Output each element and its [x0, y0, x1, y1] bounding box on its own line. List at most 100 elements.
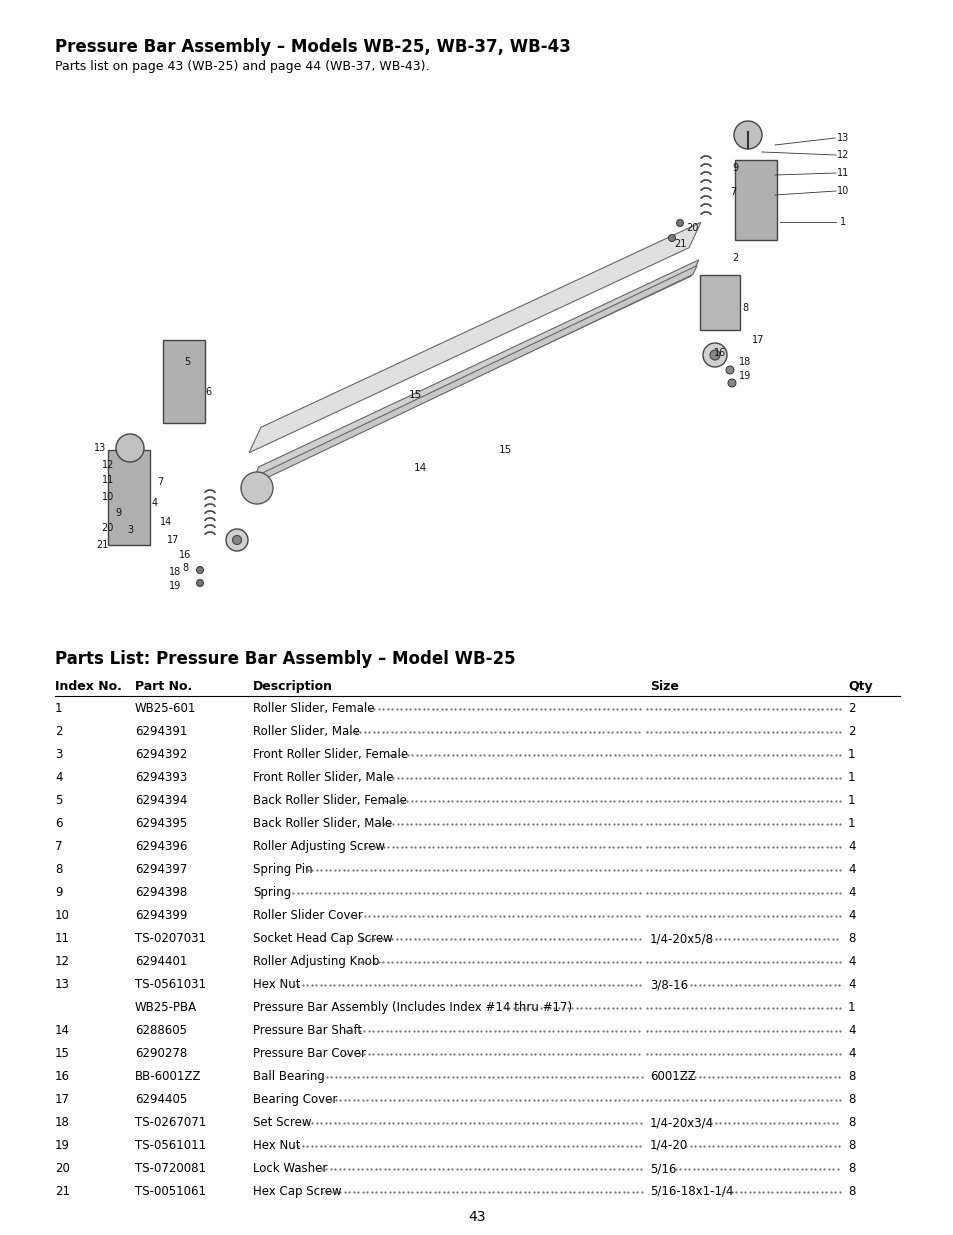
Text: 19: 19 [55, 1139, 70, 1152]
Text: 3: 3 [127, 525, 132, 535]
Text: Qty: Qty [847, 680, 872, 693]
Text: 1: 1 [839, 217, 845, 227]
Text: 1: 1 [847, 771, 855, 784]
Text: Back Roller Slider, Female: Back Roller Slider, Female [253, 794, 406, 806]
Text: 18: 18 [739, 357, 750, 367]
Text: 3/8-16: 3/8-16 [649, 978, 687, 990]
Text: Roller Slider, Female: Roller Slider, Female [253, 701, 375, 715]
Circle shape [241, 472, 273, 504]
Circle shape [709, 350, 720, 359]
Text: 4: 4 [847, 840, 855, 853]
Text: 20: 20 [685, 224, 698, 233]
Polygon shape [251, 259, 699, 483]
Text: 4: 4 [152, 498, 158, 508]
Text: Pressure Bar Cover: Pressure Bar Cover [253, 1047, 366, 1060]
Text: 12: 12 [102, 459, 114, 471]
Text: 16: 16 [55, 1070, 70, 1083]
Text: 8: 8 [847, 1070, 855, 1083]
Polygon shape [163, 340, 205, 424]
Text: Front Roller Slider, Male: Front Roller Slider, Male [253, 771, 393, 784]
Text: 6288605: 6288605 [135, 1024, 187, 1037]
Polygon shape [734, 161, 776, 240]
Circle shape [116, 433, 144, 462]
Text: 1: 1 [847, 748, 855, 761]
Text: 1: 1 [847, 1002, 855, 1014]
Text: Description: Description [253, 680, 333, 693]
Text: Spring Pin: Spring Pin [253, 863, 313, 876]
Circle shape [733, 121, 761, 149]
Text: 13: 13 [55, 978, 70, 990]
Text: 10: 10 [55, 909, 70, 923]
Text: 4: 4 [847, 1024, 855, 1037]
Circle shape [702, 343, 726, 367]
Text: 15: 15 [497, 445, 511, 454]
Text: 17: 17 [751, 335, 763, 345]
Text: 15: 15 [55, 1047, 70, 1060]
Text: 8: 8 [847, 1162, 855, 1174]
Text: Lock Washer: Lock Washer [253, 1162, 327, 1174]
Text: 8: 8 [55, 863, 62, 876]
Text: 21: 21 [673, 240, 685, 249]
Text: 8: 8 [847, 932, 855, 945]
Text: 5/16-18x1-1/4: 5/16-18x1-1/4 [649, 1186, 733, 1198]
Text: 10: 10 [102, 492, 114, 501]
Text: 6294397: 6294397 [135, 863, 187, 876]
Text: TS-0720081: TS-0720081 [135, 1162, 206, 1174]
Text: 1: 1 [847, 794, 855, 806]
Text: Back Roller Slider, Male: Back Roller Slider, Male [253, 818, 392, 830]
Text: 19: 19 [169, 580, 181, 592]
Text: Spring: Spring [253, 885, 291, 899]
Text: 18: 18 [55, 1116, 70, 1129]
Text: 6294391: 6294391 [135, 725, 187, 739]
Text: 6294395: 6294395 [135, 818, 187, 830]
Text: 20: 20 [55, 1162, 70, 1174]
Circle shape [727, 379, 735, 387]
Text: 14: 14 [413, 463, 426, 473]
Text: Parts list on page 43 (WB-25) and page 44 (WB-37, WB-43).: Parts list on page 43 (WB-25) and page 4… [55, 61, 429, 73]
Text: 12: 12 [55, 955, 70, 968]
Polygon shape [253, 266, 697, 484]
Text: 19: 19 [739, 370, 750, 382]
Text: 2: 2 [55, 725, 63, 739]
Text: Index No.: Index No. [55, 680, 122, 693]
Text: TS-0207031: TS-0207031 [135, 932, 206, 945]
Text: 17: 17 [167, 535, 179, 545]
Text: 43: 43 [468, 1210, 485, 1224]
Text: 2: 2 [847, 701, 855, 715]
Text: Roller Slider, Male: Roller Slider, Male [253, 725, 359, 739]
Circle shape [196, 567, 203, 573]
Text: 5: 5 [184, 357, 190, 367]
Text: 6294399: 6294399 [135, 909, 187, 923]
Polygon shape [700, 275, 740, 330]
Text: Roller Slider Cover: Roller Slider Cover [253, 909, 362, 923]
Text: Ball Bearing: Ball Bearing [253, 1070, 325, 1083]
Text: 16: 16 [713, 348, 725, 358]
Text: 11: 11 [102, 475, 114, 485]
Text: 18: 18 [169, 567, 181, 577]
Text: Roller Adjusting Screw: Roller Adjusting Screw [253, 840, 385, 853]
Text: 6294401: 6294401 [135, 955, 187, 968]
Text: 1/4-20x5/8: 1/4-20x5/8 [649, 932, 713, 945]
Text: 5/16: 5/16 [649, 1162, 676, 1174]
Text: 1: 1 [847, 818, 855, 830]
Text: 9: 9 [55, 885, 63, 899]
Text: 8: 8 [182, 563, 188, 573]
Text: WB25-PBA: WB25-PBA [135, 1002, 197, 1014]
Text: Pressure Bar Assembly (Includes Index #14 thru #17): Pressure Bar Assembly (Includes Index #1… [253, 1002, 572, 1014]
Text: 10: 10 [836, 186, 848, 196]
Text: 4: 4 [55, 771, 63, 784]
Text: 8: 8 [847, 1093, 855, 1107]
Text: Pressure Bar Shaft: Pressure Bar Shaft [253, 1024, 362, 1037]
Text: 6294405: 6294405 [135, 1093, 187, 1107]
Text: 12: 12 [836, 149, 848, 161]
Text: 8: 8 [847, 1116, 855, 1129]
Circle shape [668, 235, 675, 242]
Text: 3: 3 [55, 748, 62, 761]
Text: Parts List: Pressure Bar Assembly – Model WB-25: Parts List: Pressure Bar Assembly – Mode… [55, 650, 515, 668]
Text: 4: 4 [847, 955, 855, 968]
Text: 6: 6 [205, 387, 211, 396]
Text: 15: 15 [408, 390, 421, 400]
Text: 8: 8 [741, 303, 747, 312]
Circle shape [196, 579, 203, 587]
Text: 20: 20 [101, 522, 113, 534]
